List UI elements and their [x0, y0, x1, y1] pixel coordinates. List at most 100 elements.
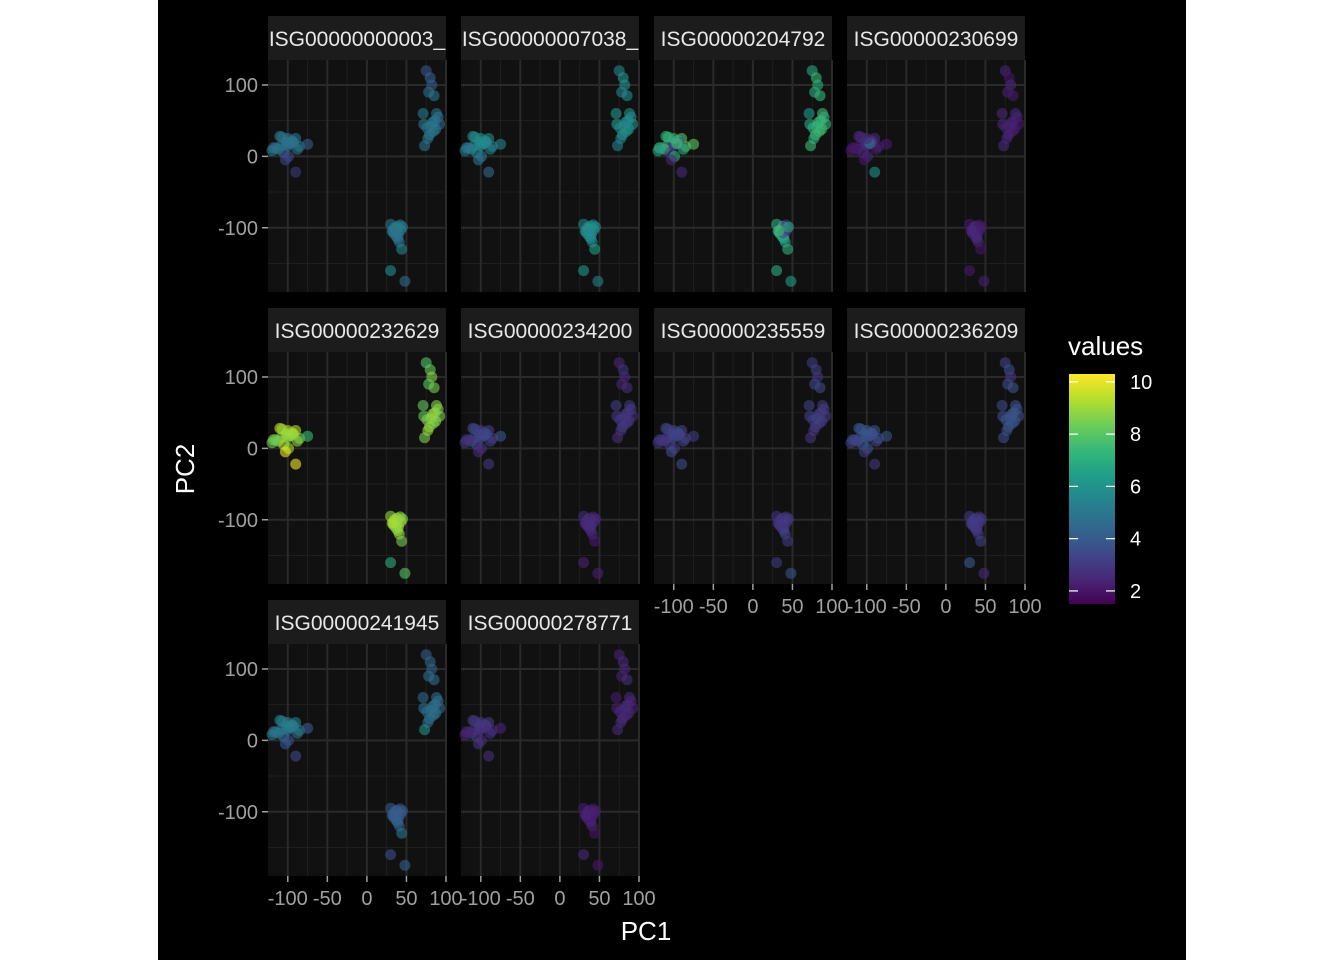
- data-point: [475, 133, 487, 144]
- facet-strip: [268, 308, 446, 352]
- data-point: [656, 434, 668, 446]
- data-point: [676, 458, 688, 470]
- x-tick-label: -50: [506, 888, 535, 910]
- facet-strip-label: ISG00000241945: [275, 612, 440, 635]
- facet-strip: [461, 16, 639, 60]
- facet-panel: ISG00000007038_: [459, 16, 640, 292]
- data-point: [858, 154, 870, 166]
- x-axis-title: PC1: [621, 916, 672, 946]
- facet-strip-label: ISG00000236209: [854, 320, 1019, 343]
- data-point: [387, 225, 399, 237]
- faceted-scatter-chart: PC1 PC2 values ISG00000000003_-1000100IS…: [170, 16, 1152, 946]
- data-point: [978, 567, 990, 579]
- x-tick-label: -50: [313, 888, 342, 910]
- data-point: [427, 408, 439, 420]
- data-point: [578, 265, 590, 277]
- data-point: [397, 221, 408, 233]
- data-point: [397, 805, 408, 817]
- data-point: [396, 243, 408, 255]
- facet-strip: [847, 16, 1025, 60]
- x-tick-label: 50: [588, 888, 610, 910]
- data-point: [427, 700, 439, 712]
- data-point: [578, 557, 590, 569]
- y-tick-label: 100: [225, 659, 258, 681]
- data-point: [975, 535, 987, 547]
- facet-strip-label: ISG00000204792: [661, 28, 826, 51]
- data-point: [463, 726, 475, 738]
- data-point: [495, 430, 507, 442]
- y-tick-label: 0: [247, 146, 258, 168]
- data-point: [610, 400, 622, 411]
- data-point: [612, 432, 624, 444]
- data-point: [978, 275, 990, 287]
- data-point: [419, 724, 431, 736]
- data-point: [773, 517, 785, 529]
- data-point: [620, 700, 632, 712]
- facet-panel: ISG00000278771 -100 -50 0 50 100: [459, 600, 656, 910]
- data-point: [279, 154, 291, 166]
- data-point: [475, 717, 487, 728]
- data-point: [270, 434, 282, 446]
- data-point: [428, 382, 440, 394]
- x-tick-label: -100: [654, 596, 694, 618]
- facet-strip-label: ISG00000278771: [468, 612, 633, 635]
- facet-strip-label: ISG00000234200: [468, 320, 633, 343]
- data-point: [782, 535, 794, 547]
- data-point: [475, 425, 487, 436]
- data-point: [849, 142, 861, 154]
- data-point: [814, 382, 826, 394]
- data-point: [783, 221, 794, 233]
- data-point: [996, 400, 1008, 411]
- data-point: [279, 738, 291, 750]
- x-tick-label: -100: [461, 888, 501, 910]
- data-point: [580, 225, 592, 237]
- data-point: [964, 265, 976, 277]
- legend-tick-label: 8: [1130, 424, 1141, 446]
- facet-strip-label: ISG00000007038_: [462, 28, 639, 51]
- data-point: [782, 243, 794, 255]
- facet-strip: [461, 600, 639, 644]
- legend-title: values: [1068, 331, 1143, 361]
- data-point: [861, 133, 873, 144]
- data-point: [590, 805, 601, 817]
- y-tick-label: 100: [225, 367, 258, 389]
- data-point: [495, 138, 507, 150]
- x-tick-label: 100: [622, 888, 655, 910]
- legend-tick-label: 10: [1130, 372, 1152, 394]
- data-point: [610, 108, 622, 119]
- y-tick-label: -100: [218, 510, 258, 532]
- data-point: [676, 166, 688, 178]
- data-point: [483, 166, 495, 178]
- data-point: [665, 446, 677, 458]
- x-tick-label: -100: [847, 596, 887, 618]
- data-point: [279, 446, 291, 458]
- data-point: [385, 265, 397, 277]
- data-point: [592, 275, 604, 287]
- x-tick-label: -100: [268, 888, 308, 910]
- data-point: [805, 140, 817, 152]
- data-point: [417, 400, 429, 411]
- data-point: [621, 90, 633, 102]
- data-point: [771, 265, 783, 277]
- data-point: [580, 809, 592, 821]
- facet-strip: [461, 308, 639, 352]
- data-point: [419, 432, 431, 444]
- data-point: [1006, 116, 1018, 128]
- x-tick-label: 0: [747, 596, 758, 618]
- data-point: [282, 425, 294, 436]
- facet-strip: [654, 308, 832, 352]
- data-point: [621, 382, 633, 394]
- facet-strip: [268, 600, 446, 644]
- data-point: [869, 166, 881, 178]
- data-point: [966, 517, 978, 529]
- data-point: [463, 434, 475, 446]
- legend-tick-label: 2: [1130, 581, 1141, 603]
- data-point: [668, 425, 680, 436]
- y-tick-label: -100: [218, 218, 258, 240]
- plot-background: PC1 PC2 values ISG00000000003_ -100 0 100 IS…: [158, 0, 1186, 960]
- data-point: [302, 138, 314, 150]
- data-point: [621, 674, 633, 686]
- facet-strip-label: ISG00000235559: [661, 320, 826, 343]
- data-point: [858, 446, 870, 458]
